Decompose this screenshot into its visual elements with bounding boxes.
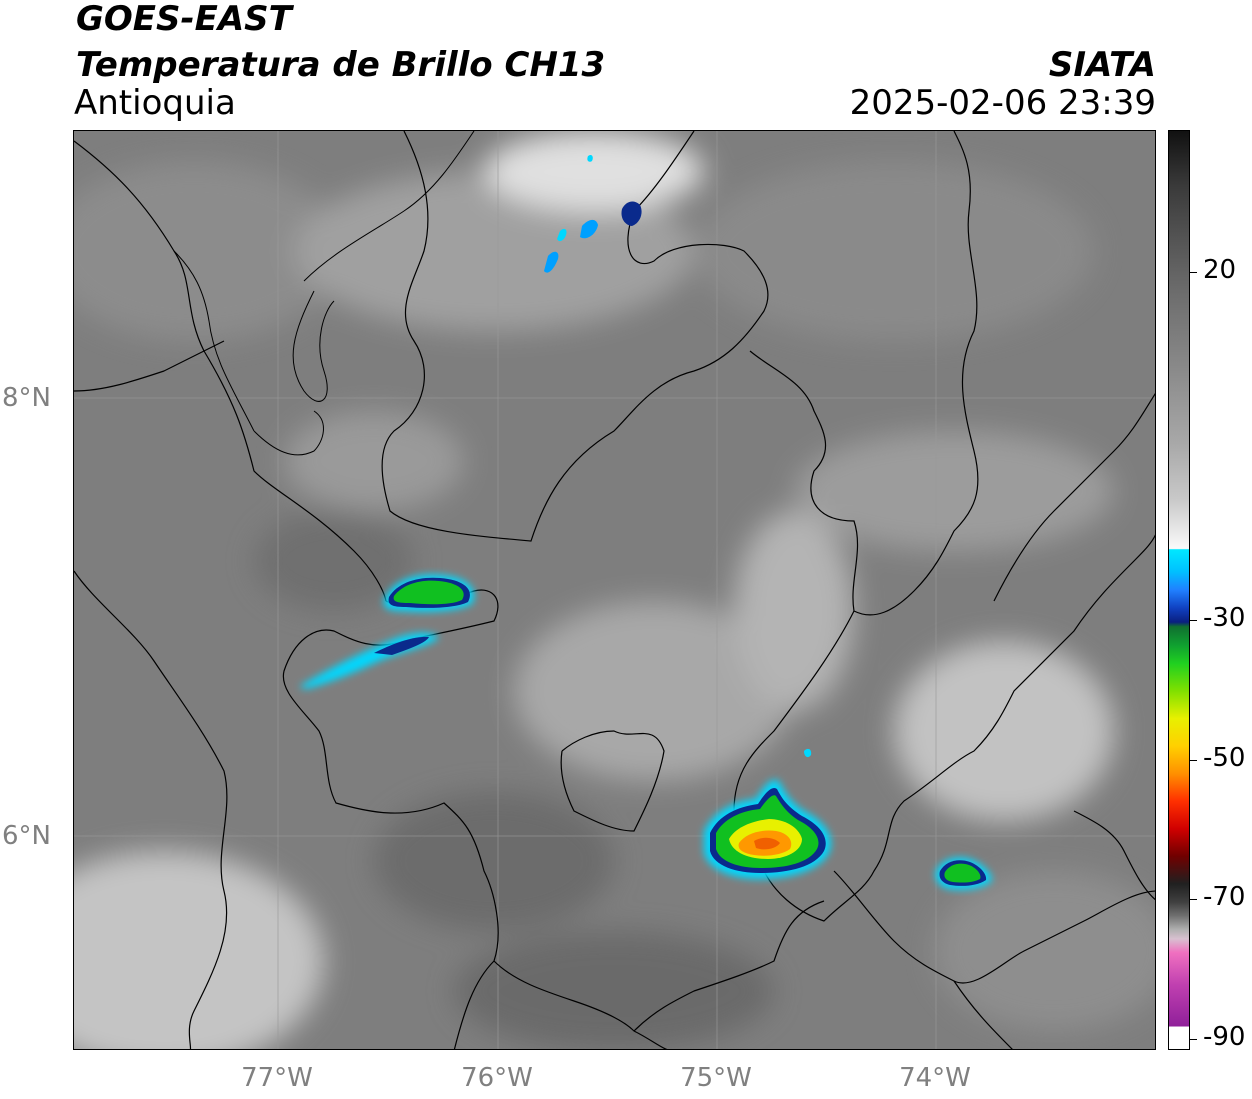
colorbar-tick [1190, 1039, 1197, 1040]
region-label: Antioquia [74, 83, 236, 123]
colorbar-tick [1190, 760, 1197, 761]
lon-label-76w: 76°W [461, 1063, 533, 1093]
storm-cell-east [935, 857, 992, 890]
storm-cell-north [544, 154, 812, 758]
source-label: SIATA [1048, 45, 1156, 85]
colorbar-label-20: 20 [1203, 255, 1237, 285]
satellite-title: GOES-EAST [76, 0, 292, 39]
colorbar-label-minus70: -70 [1203, 882, 1246, 912]
admin-boundaries [74, 131, 1155, 1049]
lat-label-6n: 6°N [2, 821, 51, 851]
colorbar [1168, 130, 1190, 1050]
gridlines [74, 131, 1155, 1049]
storm-cells [299, 154, 992, 890]
product-title: Temperatura de Brillo CH13 [76, 45, 606, 85]
lon-label-74w: 74°W [899, 1063, 971, 1093]
cloud-texture [74, 131, 1155, 1049]
lon-label-77w: 77°W [241, 1063, 313, 1093]
map-canvas [74, 131, 1155, 1049]
colorbar-tick [1190, 620, 1197, 621]
colorbar-label-minus50: -50 [1203, 743, 1246, 773]
storm-cell-west-streak [299, 632, 439, 689]
datetime-label: 2025-02-06 23:39 [849, 83, 1156, 123]
storm-cell-central [704, 779, 832, 879]
lat-label-8n: 8°N [2, 383, 51, 413]
storm-cell-west-upper [383, 574, 475, 612]
colorbar-label-minus30: -30 [1203, 603, 1246, 633]
satellite-map[interactable] [73, 130, 1156, 1050]
coastline [173, 131, 475, 456]
lon-label-75w: 75°W [680, 1063, 752, 1093]
colorbar-label-minus90: -90 [1203, 1022, 1246, 1052]
colorbar-tick [1190, 272, 1197, 273]
colorbar-tick [1190, 899, 1197, 900]
